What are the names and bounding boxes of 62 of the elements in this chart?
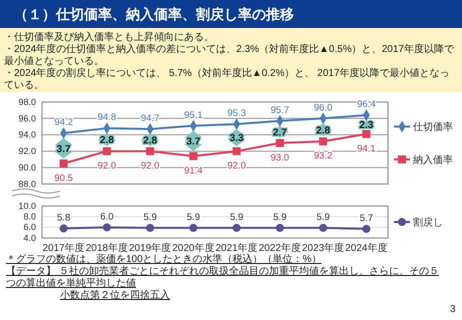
data-label: 94.2: [54, 117, 73, 128]
data-label: 5.8: [57, 212, 70, 224]
data-label: 95.7: [270, 104, 290, 116]
x-tick-label: 2024年度: [345, 242, 388, 254]
point: [60, 160, 68, 168]
y-tick-label: 98.0: [18, 96, 36, 107]
text: ・2024年度の仕切価率と納入価率の差については、2.3%（対前年度比▲0.5%）と、2017年度以降で最小値となっている。: [4, 43, 455, 67]
legend-label: 割戻し: [413, 216, 443, 228]
data-label: 91.4: [184, 165, 203, 176]
y-tick-label: 90.0: [18, 162, 36, 172]
point: [276, 139, 284, 147]
data-label: 93.2: [314, 150, 332, 162]
y-tick-label: 8.0: [23, 212, 36, 222]
point: [232, 147, 241, 156]
data-label: 5.9: [316, 212, 330, 223]
data-label: 94.1: [357, 143, 376, 154]
data-label: 5.9: [144, 212, 157, 223]
annotation: 3.7: [56, 144, 72, 155]
text: 小数点第２位を四捨五入: [60, 289, 170, 301]
point: [146, 147, 154, 156]
data-label: 93.0: [270, 152, 290, 164]
point: [102, 147, 111, 156]
data-label: 96.4: [357, 99, 376, 110]
data-label: 92.0: [140, 160, 160, 172]
chart-title: （１）仕切価率、納入価率、割戻し率の推移: [14, 6, 294, 22]
data-label: 96.0: [314, 102, 332, 114]
legend-label: 納入価率: [413, 154, 453, 166]
y-tick-label: 88.0: [18, 178, 36, 189]
text: 【データ】 ５社の卸売業者ごとにそれぞれの取扱全品目の加重平均値を算出し、さらに、その５つの算出値を単純平均した値: [6, 265, 439, 289]
y-tick-label: 10.0: [18, 200, 36, 211]
point: [189, 152, 198, 160]
data-label: 95.3: [227, 108, 246, 120]
data-label: 5.9: [186, 212, 200, 223]
y-tick-label: 6.0: [23, 222, 36, 232]
data-label: 5.9: [230, 212, 244, 223]
x-tick-label: 2023年度: [302, 242, 344, 254]
annotation: 3.7: [186, 136, 201, 148]
data-label: 5.9: [273, 212, 286, 223]
x-tick-label: 2021年度: [216, 242, 258, 254]
data-label: 6.0: [100, 211, 114, 222]
text: 3: [450, 304, 456, 315]
y-tick-label: 4.0: [23, 232, 36, 243]
point: [362, 130, 370, 138]
text: ・2024年度の割戻し率については、 5.7%（対前年度比▲0.2%）と、 2017年度以降で最小値となっている。: [4, 67, 450, 91]
data-label: 5.7: [360, 212, 373, 224]
data-label: 95.1: [184, 110, 203, 121]
legend-label: 仕切価率: [413, 121, 453, 134]
x-tick-label: 2018年度: [86, 242, 128, 254]
annotation: 3.3: [230, 133, 244, 144]
text: ＊グラフの数値は、薬価を100としたときの水準（税込）（単位：%）: [6, 253, 322, 265]
x-tick-label: 2020年度: [172, 242, 214, 254]
x-tick-label: 2022年度: [258, 242, 301, 254]
y-tick-label: 94.0: [18, 130, 36, 140]
data-label: 90.5: [54, 172, 73, 184]
data-label: 92.0: [98, 160, 116, 172]
x-tick-label: 2019年度: [129, 242, 172, 254]
y-tick-label: 92.0: [18, 146, 36, 156]
text: ・仕切価率及び納入価率とも上昇傾向にある。: [4, 31, 214, 43]
y-tick-label: 96.0: [18, 113, 36, 124]
point: [319, 137, 328, 146]
data-label: 92.0: [227, 160, 246, 172]
x-tick-label: 2017年度: [42, 242, 85, 254]
